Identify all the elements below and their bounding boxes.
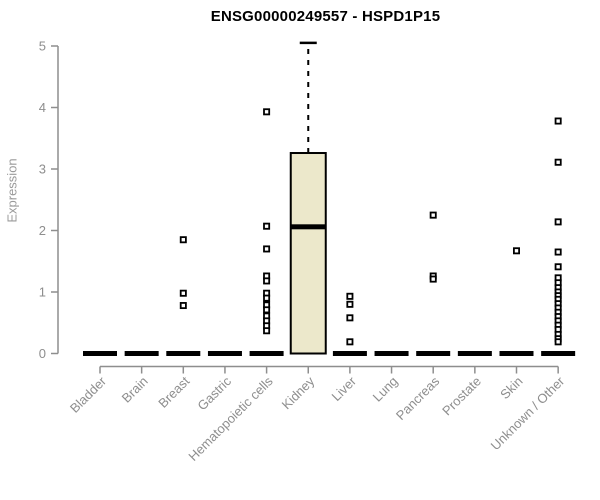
outlier-point bbox=[263, 245, 271, 253]
outlier-point bbox=[263, 306, 271, 314]
outlier-point bbox=[554, 158, 562, 166]
x-tick-label: Skin bbox=[497, 374, 525, 402]
collapsed-box-hematopoietic-cells bbox=[249, 351, 284, 356]
outlier-point bbox=[346, 300, 354, 308]
outlier-point bbox=[346, 338, 354, 346]
outlier-point bbox=[179, 302, 187, 310]
y-tick-label: 5 bbox=[39, 39, 46, 54]
x-tick-label: Breast bbox=[155, 373, 192, 410]
collapsed-box-breast bbox=[166, 351, 201, 356]
y-axis-title: Expression bbox=[4, 158, 20, 223]
outlier-point bbox=[263, 277, 271, 285]
x-tick-label: Unknown / Other bbox=[488, 373, 568, 453]
x-tick-label: Bladder bbox=[67, 373, 110, 416]
outlier-point bbox=[554, 338, 562, 346]
collapsed-box-unknown-other bbox=[541, 351, 576, 356]
collapsed-box-gastric bbox=[207, 351, 242, 356]
outlier-point bbox=[179, 289, 187, 297]
y-tick-label: 4 bbox=[39, 100, 46, 115]
x-tick-label: Brain bbox=[119, 374, 151, 406]
y-tick-label: 2 bbox=[39, 223, 46, 238]
outlier-point bbox=[179, 236, 187, 244]
outlier-point bbox=[263, 222, 271, 230]
outlier-point bbox=[554, 218, 562, 226]
collapsed-box-skin bbox=[499, 351, 534, 356]
median-line bbox=[290, 224, 326, 230]
collapsed-box-bladder bbox=[83, 351, 117, 356]
x-tick-label: Lung bbox=[370, 374, 401, 405]
collapsed-box-pancreas bbox=[416, 351, 451, 356]
outlier-point bbox=[263, 327, 271, 335]
y-tick-label: 0 bbox=[39, 346, 46, 361]
y-tick-label: 1 bbox=[39, 285, 46, 300]
outlier-point bbox=[513, 247, 521, 255]
x-tick-label: Kidney bbox=[279, 373, 318, 412]
box-kidney bbox=[289, 152, 327, 355]
outlier-point bbox=[554, 117, 562, 125]
outlier-point bbox=[554, 248, 562, 256]
collapsed-box-prostate bbox=[457, 351, 492, 356]
collapsed-box-lung bbox=[374, 351, 409, 356]
outlier-point bbox=[429, 211, 437, 219]
x-tick-label: Liver bbox=[328, 373, 359, 404]
outlier-point bbox=[429, 275, 437, 283]
outlier-point bbox=[554, 263, 562, 271]
x-tick-label: Gastric bbox=[194, 373, 234, 413]
collapsed-box-brain bbox=[124, 351, 159, 356]
y-tick-label: 3 bbox=[39, 162, 46, 177]
x-tick-label: Prostate bbox=[439, 374, 484, 419]
outlier-point bbox=[263, 108, 271, 116]
chart-title: ENSG00000249557 - HSPD1P15 bbox=[210, 8, 441, 25]
outlier-point bbox=[346, 292, 354, 300]
x-tick-label: Pancreas bbox=[393, 373, 443, 423]
outlier-point bbox=[346, 314, 354, 322]
collapsed-box-liver bbox=[332, 351, 367, 356]
outlier-point bbox=[263, 294, 271, 302]
